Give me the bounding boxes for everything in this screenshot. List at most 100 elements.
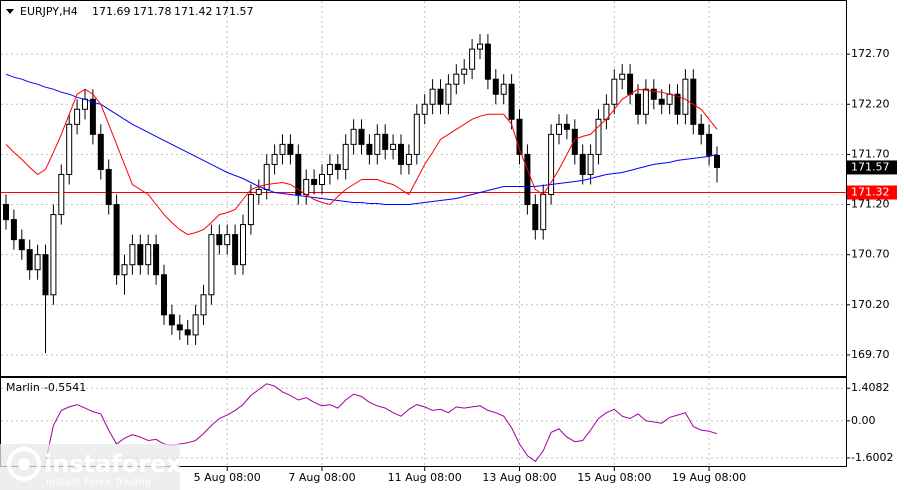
candle-body	[168, 314, 175, 326]
candle-body	[137, 244, 144, 266]
candle-body	[232, 234, 239, 266]
candle-body	[627, 73, 634, 95]
candle-body	[216, 234, 223, 246]
candle-body	[311, 178, 318, 185]
indicator-line	[45, 383, 718, 463]
x-tick-label: 5 Aug 08:00	[194, 471, 261, 484]
candle-body	[271, 153, 278, 165]
x-tick-label: 15 Aug 08:00	[577, 471, 651, 484]
candle-body	[42, 254, 49, 296]
mark-layer	[1, 34, 846, 463]
candle-body	[66, 123, 73, 175]
candle-body	[611, 78, 618, 105]
candle-body	[698, 123, 705, 135]
x-tick-label: 13 Aug 08:00	[482, 471, 556, 484]
candle-body	[121, 264, 128, 276]
candle-body	[492, 78, 499, 95]
candle-body	[516, 118, 523, 155]
candle-body	[635, 93, 641, 115]
candle-body	[477, 43, 483, 50]
candle-body	[469, 48, 476, 70]
candle-body	[563, 123, 570, 130]
candle-body	[129, 244, 136, 266]
level-tag-label: 171.32	[851, 186, 890, 199]
candle-body	[666, 93, 673, 105]
candle-body	[113, 204, 120, 276]
level-tag	[847, 185, 897, 200]
indicator-label: Marlin -0.5541	[6, 381, 86, 394]
candle-body	[263, 163, 270, 191]
candle-body	[690, 78, 697, 125]
candle-body	[153, 244, 160, 276]
indicator-value: -0.5541	[44, 381, 86, 394]
y-tick-label: 170.70	[851, 248, 890, 261]
watermark-brand: instaforex	[44, 450, 182, 478]
y-tick-label: 0.00	[851, 414, 876, 427]
candle-body	[714, 154, 720, 168]
candle-body	[398, 143, 404, 165]
candle-body	[295, 153, 302, 196]
candle-body	[405, 153, 412, 165]
candle-body	[208, 234, 215, 296]
candle-body	[74, 108, 81, 125]
candle-body	[97, 133, 104, 170]
candle-body	[358, 128, 365, 145]
candle-body	[587, 153, 594, 175]
ma-line	[5, 88, 718, 236]
candle-body	[287, 143, 294, 155]
y-tick-label: 170.20	[851, 298, 890, 311]
candle-body	[390, 143, 397, 150]
y-tick-label: 172.20	[851, 97, 890, 110]
low-value: 171.42	[174, 5, 213, 18]
watermark-tagline: Instant Forex Trading	[46, 477, 151, 488]
candle-body	[50, 214, 57, 296]
menu-arrow[interactable]	[6, 9, 14, 14]
candle-body	[82, 98, 88, 110]
candle-body	[650, 88, 657, 100]
y-tick-label: 171.70	[851, 147, 890, 160]
symbol-label: EURJPY,H4	[20, 5, 78, 18]
candle-body	[89, 98, 96, 135]
y-tick-label: 1.4082	[851, 381, 890, 394]
candle-body	[658, 98, 665, 105]
price-pane-frame	[0, 0, 847, 377]
candle-body	[548, 133, 555, 196]
candle-body	[682, 78, 689, 115]
candle-body	[145, 244, 152, 266]
candle-body	[176, 324, 183, 331]
ma-line	[5, 73, 718, 205]
candle-body	[161, 274, 167, 316]
y-tick-label: 171.20	[851, 198, 890, 211]
candle-body	[500, 83, 507, 95]
candle-body	[366, 143, 373, 155]
candle-body	[595, 118, 602, 155]
candle-body	[421, 103, 428, 115]
watermark-logo	[7, 447, 41, 481]
candle-body	[706, 133, 713, 156]
candle-body	[350, 128, 357, 145]
high-value: 171.78	[133, 5, 172, 18]
open-value: 171.69	[92, 5, 131, 18]
candle-body	[247, 194, 254, 226]
candle-body	[429, 88, 436, 105]
candle-body	[303, 178, 310, 196]
candle-body	[619, 73, 626, 80]
y-tick-label: 169.70	[851, 348, 890, 361]
candle-body	[532, 204, 539, 231]
candle-body	[279, 143, 286, 155]
candle-body	[192, 314, 199, 336]
candle-body	[556, 123, 562, 135]
candle-body	[445, 83, 452, 105]
candle-body	[382, 133, 389, 150]
candle-body	[10, 219, 17, 241]
candle-body	[674, 93, 681, 115]
candle-body	[18, 239, 25, 251]
x-tick-label: 11 Aug 08:00	[388, 471, 462, 484]
candle-body	[453, 73, 460, 85]
candle-body	[374, 133, 381, 155]
candle-body	[524, 153, 531, 206]
candle-body	[642, 88, 649, 115]
indicator-pane-frame	[0, 377, 847, 467]
indicator-name: Marlin	[6, 381, 40, 394]
